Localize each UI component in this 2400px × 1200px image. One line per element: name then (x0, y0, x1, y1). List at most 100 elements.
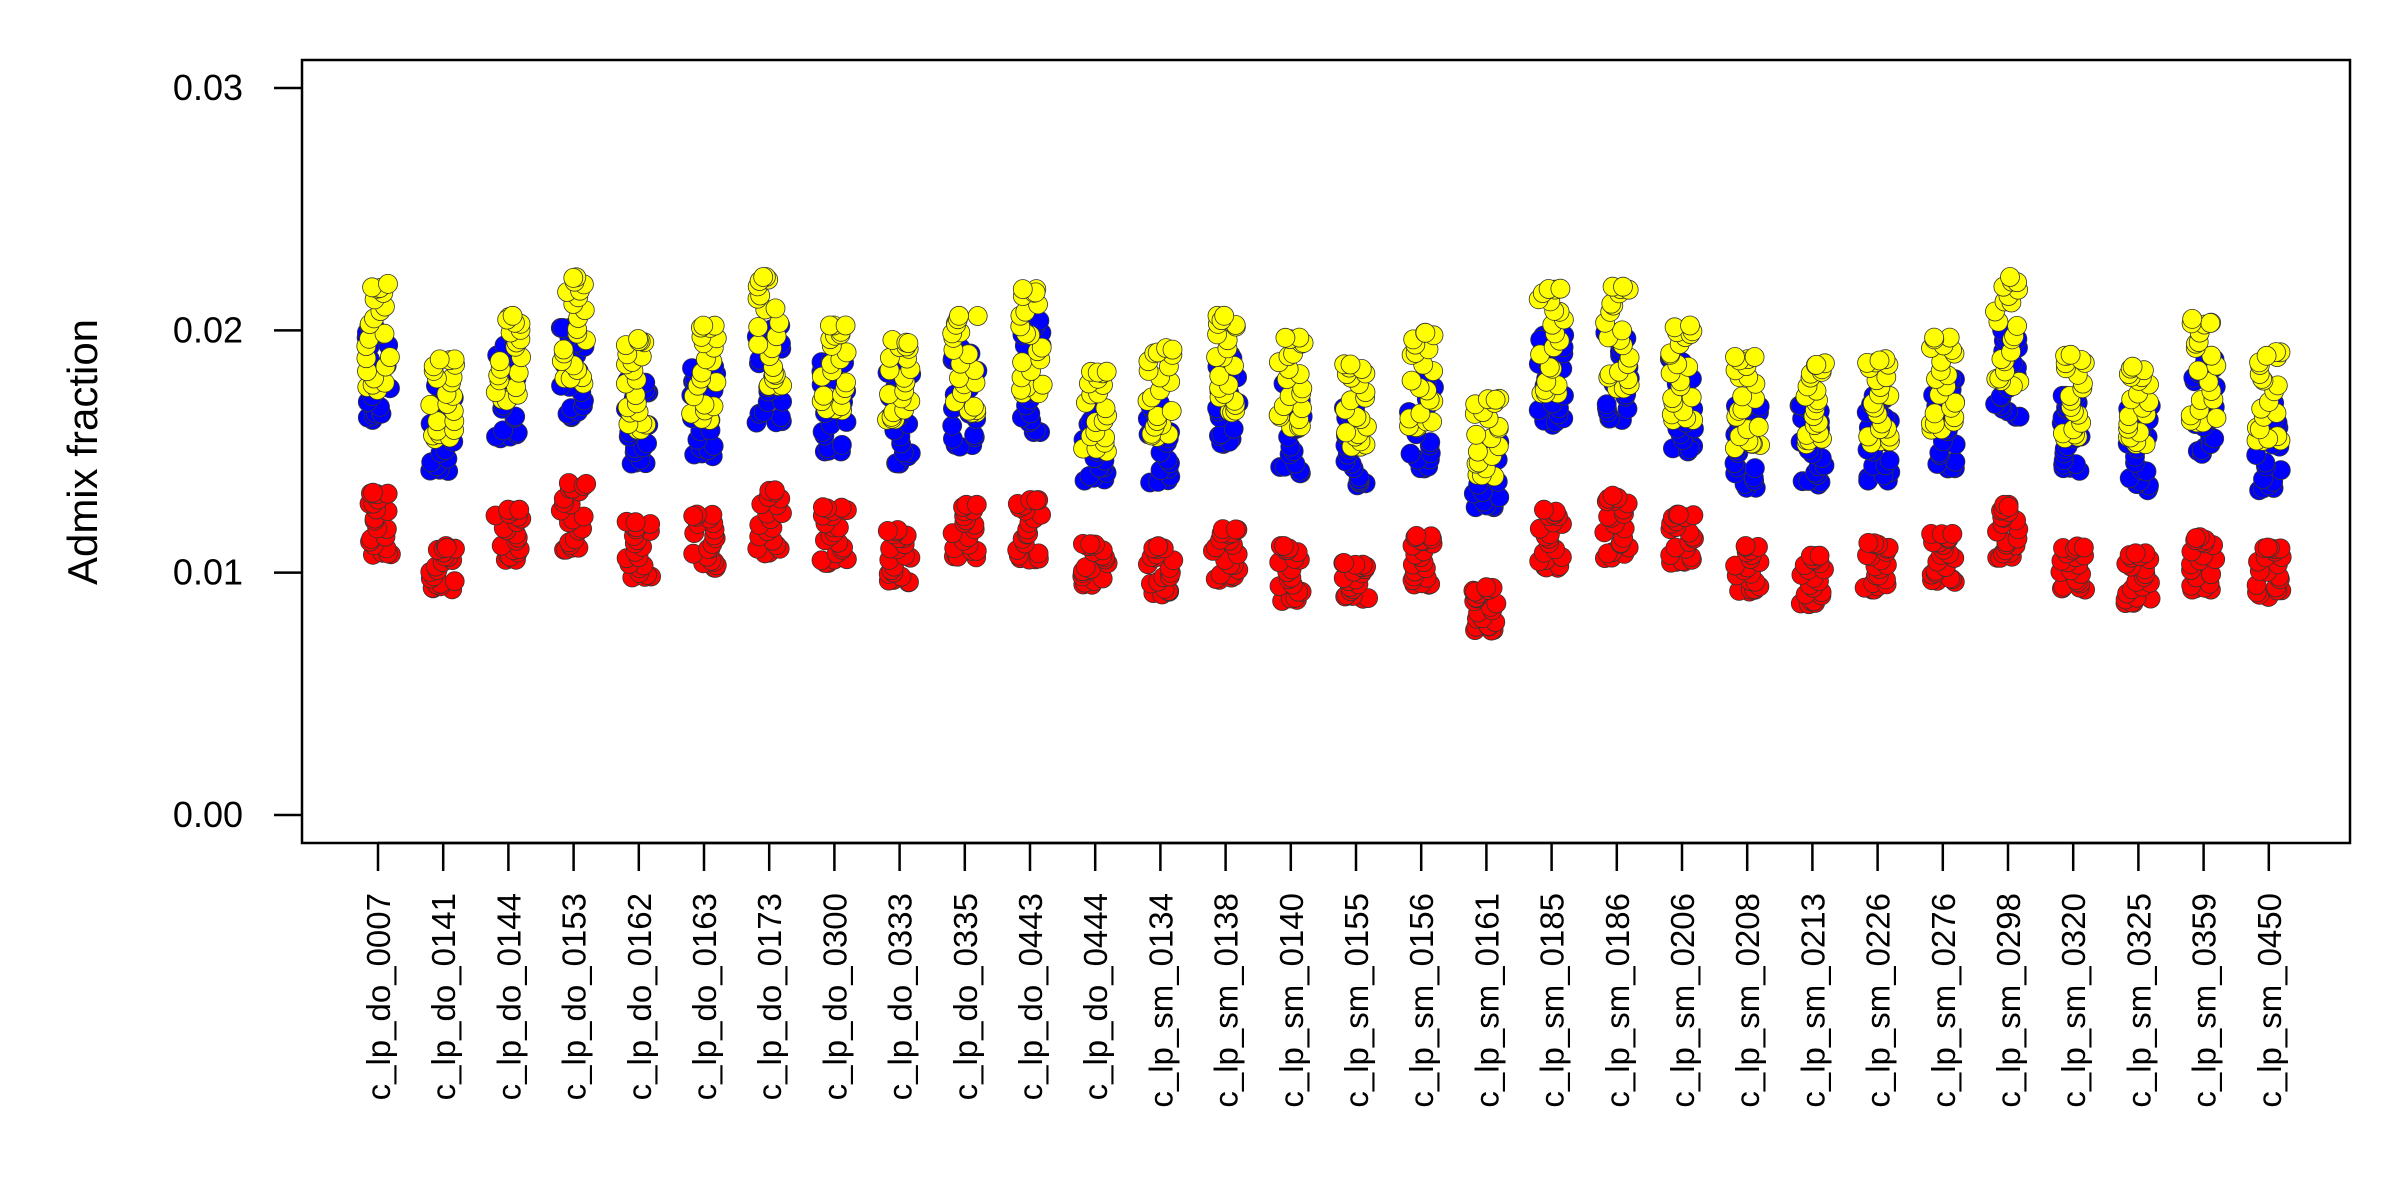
x-tick-label: c_lp_sm_0155 (1338, 893, 1375, 1108)
data-point (2206, 408, 2227, 428)
y-tick-label: 0.00 (173, 794, 243, 835)
data-point (877, 521, 898, 541)
data-point (1275, 327, 1296, 348)
plot-frame (300, 58, 2352, 845)
data-point (1080, 534, 1101, 555)
data-point (1400, 443, 1421, 464)
data-point (563, 267, 584, 288)
x-tick-label: c_lp_sm_0161 (1468, 893, 1505, 1108)
data-point (753, 267, 774, 287)
data-point (1998, 496, 2019, 517)
x-tick-label: c_lp_sm_0186 (1599, 893, 1636, 1108)
data-point (1725, 347, 1745, 367)
data-point (835, 315, 856, 336)
data-point (964, 396, 984, 417)
data-point (1602, 485, 1623, 506)
data-point (1028, 543, 1049, 564)
data-point (2125, 543, 2146, 564)
y-tick-label: 0.01 (173, 552, 243, 593)
x-tick-label: c_lp_sm_0138 (1208, 893, 1245, 1108)
x-axis: c_lp_do_0007 c_lp_do_0141 c_lp_do_0144 c_lp… (360, 841, 2288, 1108)
x-tick-label: c_lp_sm_0206 (1664, 893, 1701, 1108)
data-point (1668, 504, 1689, 525)
data-point (2007, 315, 2027, 336)
y-axis: 0.00 0.01 0.02 0.03 (173, 67, 302, 835)
data-point (1879, 450, 1900, 471)
x-tick-label: c_lp_sm_0213 (1794, 893, 1831, 1108)
data-point (813, 385, 834, 406)
data-point (949, 305, 969, 326)
data-point (429, 349, 450, 370)
data-point (1596, 394, 1617, 415)
data-point (1924, 327, 1944, 348)
y-tick-label: 0.03 (173, 67, 243, 108)
data-point (1410, 403, 1431, 424)
x-tick-label: c_lp_sm_0140 (1273, 893, 1310, 1108)
data-point (625, 512, 646, 533)
x-tick-label: c_lp_do_0333 (882, 893, 919, 1100)
y-tick-label: 0.02 (173, 309, 243, 350)
data-point (436, 537, 457, 558)
data-point (1745, 458, 1765, 479)
y-axis-title: Admix fraction (59, 319, 106, 585)
x-tick-label: c_lp_sm_0298 (1990, 893, 2027, 1108)
data-point (1340, 354, 1361, 375)
data-point (1476, 577, 1497, 598)
x-tick-label: c_lp_do_0335 (947, 893, 984, 1100)
x-tick-label: c_lp_sm_0185 (1534, 893, 1571, 1108)
data-point (2256, 345, 2277, 366)
data-point (444, 571, 465, 592)
x-tick-label: c_lp_sm_0450 (2251, 893, 2288, 1108)
x-tick-label: c_lp_do_0444 (1077, 893, 1114, 1100)
data-point (765, 298, 786, 319)
data-point (1401, 370, 1422, 391)
data-point (748, 334, 769, 355)
data-point (2186, 528, 2206, 548)
data-point (573, 506, 594, 527)
data-point (2073, 537, 2094, 558)
data-point (966, 494, 987, 515)
data-point (509, 499, 530, 520)
data-point (1748, 416, 1769, 437)
data-point (2257, 537, 2278, 558)
data-point (1858, 533, 1879, 553)
data-point (693, 315, 714, 336)
data-point (489, 351, 510, 372)
data-point (1806, 354, 1827, 375)
data-point (378, 273, 398, 294)
data-point (2060, 344, 2081, 365)
data-point (765, 480, 785, 501)
x-tick-label: c_lp_do_0443 (1012, 893, 1049, 1100)
x-tick-label: c_lp_do_0144 (490, 893, 527, 1100)
data-point (420, 394, 441, 415)
series-1 (359, 473, 2292, 641)
data-point (836, 372, 856, 393)
data-point (1612, 320, 1632, 341)
data-points (356, 267, 2292, 641)
data-point (967, 306, 988, 326)
data-point (1735, 536, 1756, 556)
data-point (628, 329, 648, 349)
data-point (1942, 524, 1963, 544)
data-point (1026, 490, 1047, 511)
data-point (832, 434, 852, 455)
data-point (1485, 389, 1506, 410)
data-point (2122, 356, 2143, 377)
data-point (1031, 337, 1052, 358)
data-point (1613, 276, 1633, 297)
data-point (748, 317, 769, 337)
x-tick-label: c_lp_sm_0276 (1925, 893, 1962, 1108)
x-tick-label: c_lp_do_0141 (425, 893, 462, 1100)
x-tick-label: c_lp_sm_0325 (2120, 893, 2157, 1108)
x-tick-label: c_lp_sm_0226 (1860, 893, 1897, 1108)
data-point (1809, 545, 1830, 566)
data-point (1032, 374, 1053, 395)
data-point (898, 333, 919, 354)
data-point (813, 497, 833, 518)
data-point (1162, 339, 1183, 360)
data-point (683, 506, 704, 526)
data-point (1336, 422, 1356, 443)
data-point (1869, 350, 1890, 371)
x-tick-label: c_lp_do_0300 (816, 893, 853, 1100)
data-point (2000, 267, 2020, 287)
